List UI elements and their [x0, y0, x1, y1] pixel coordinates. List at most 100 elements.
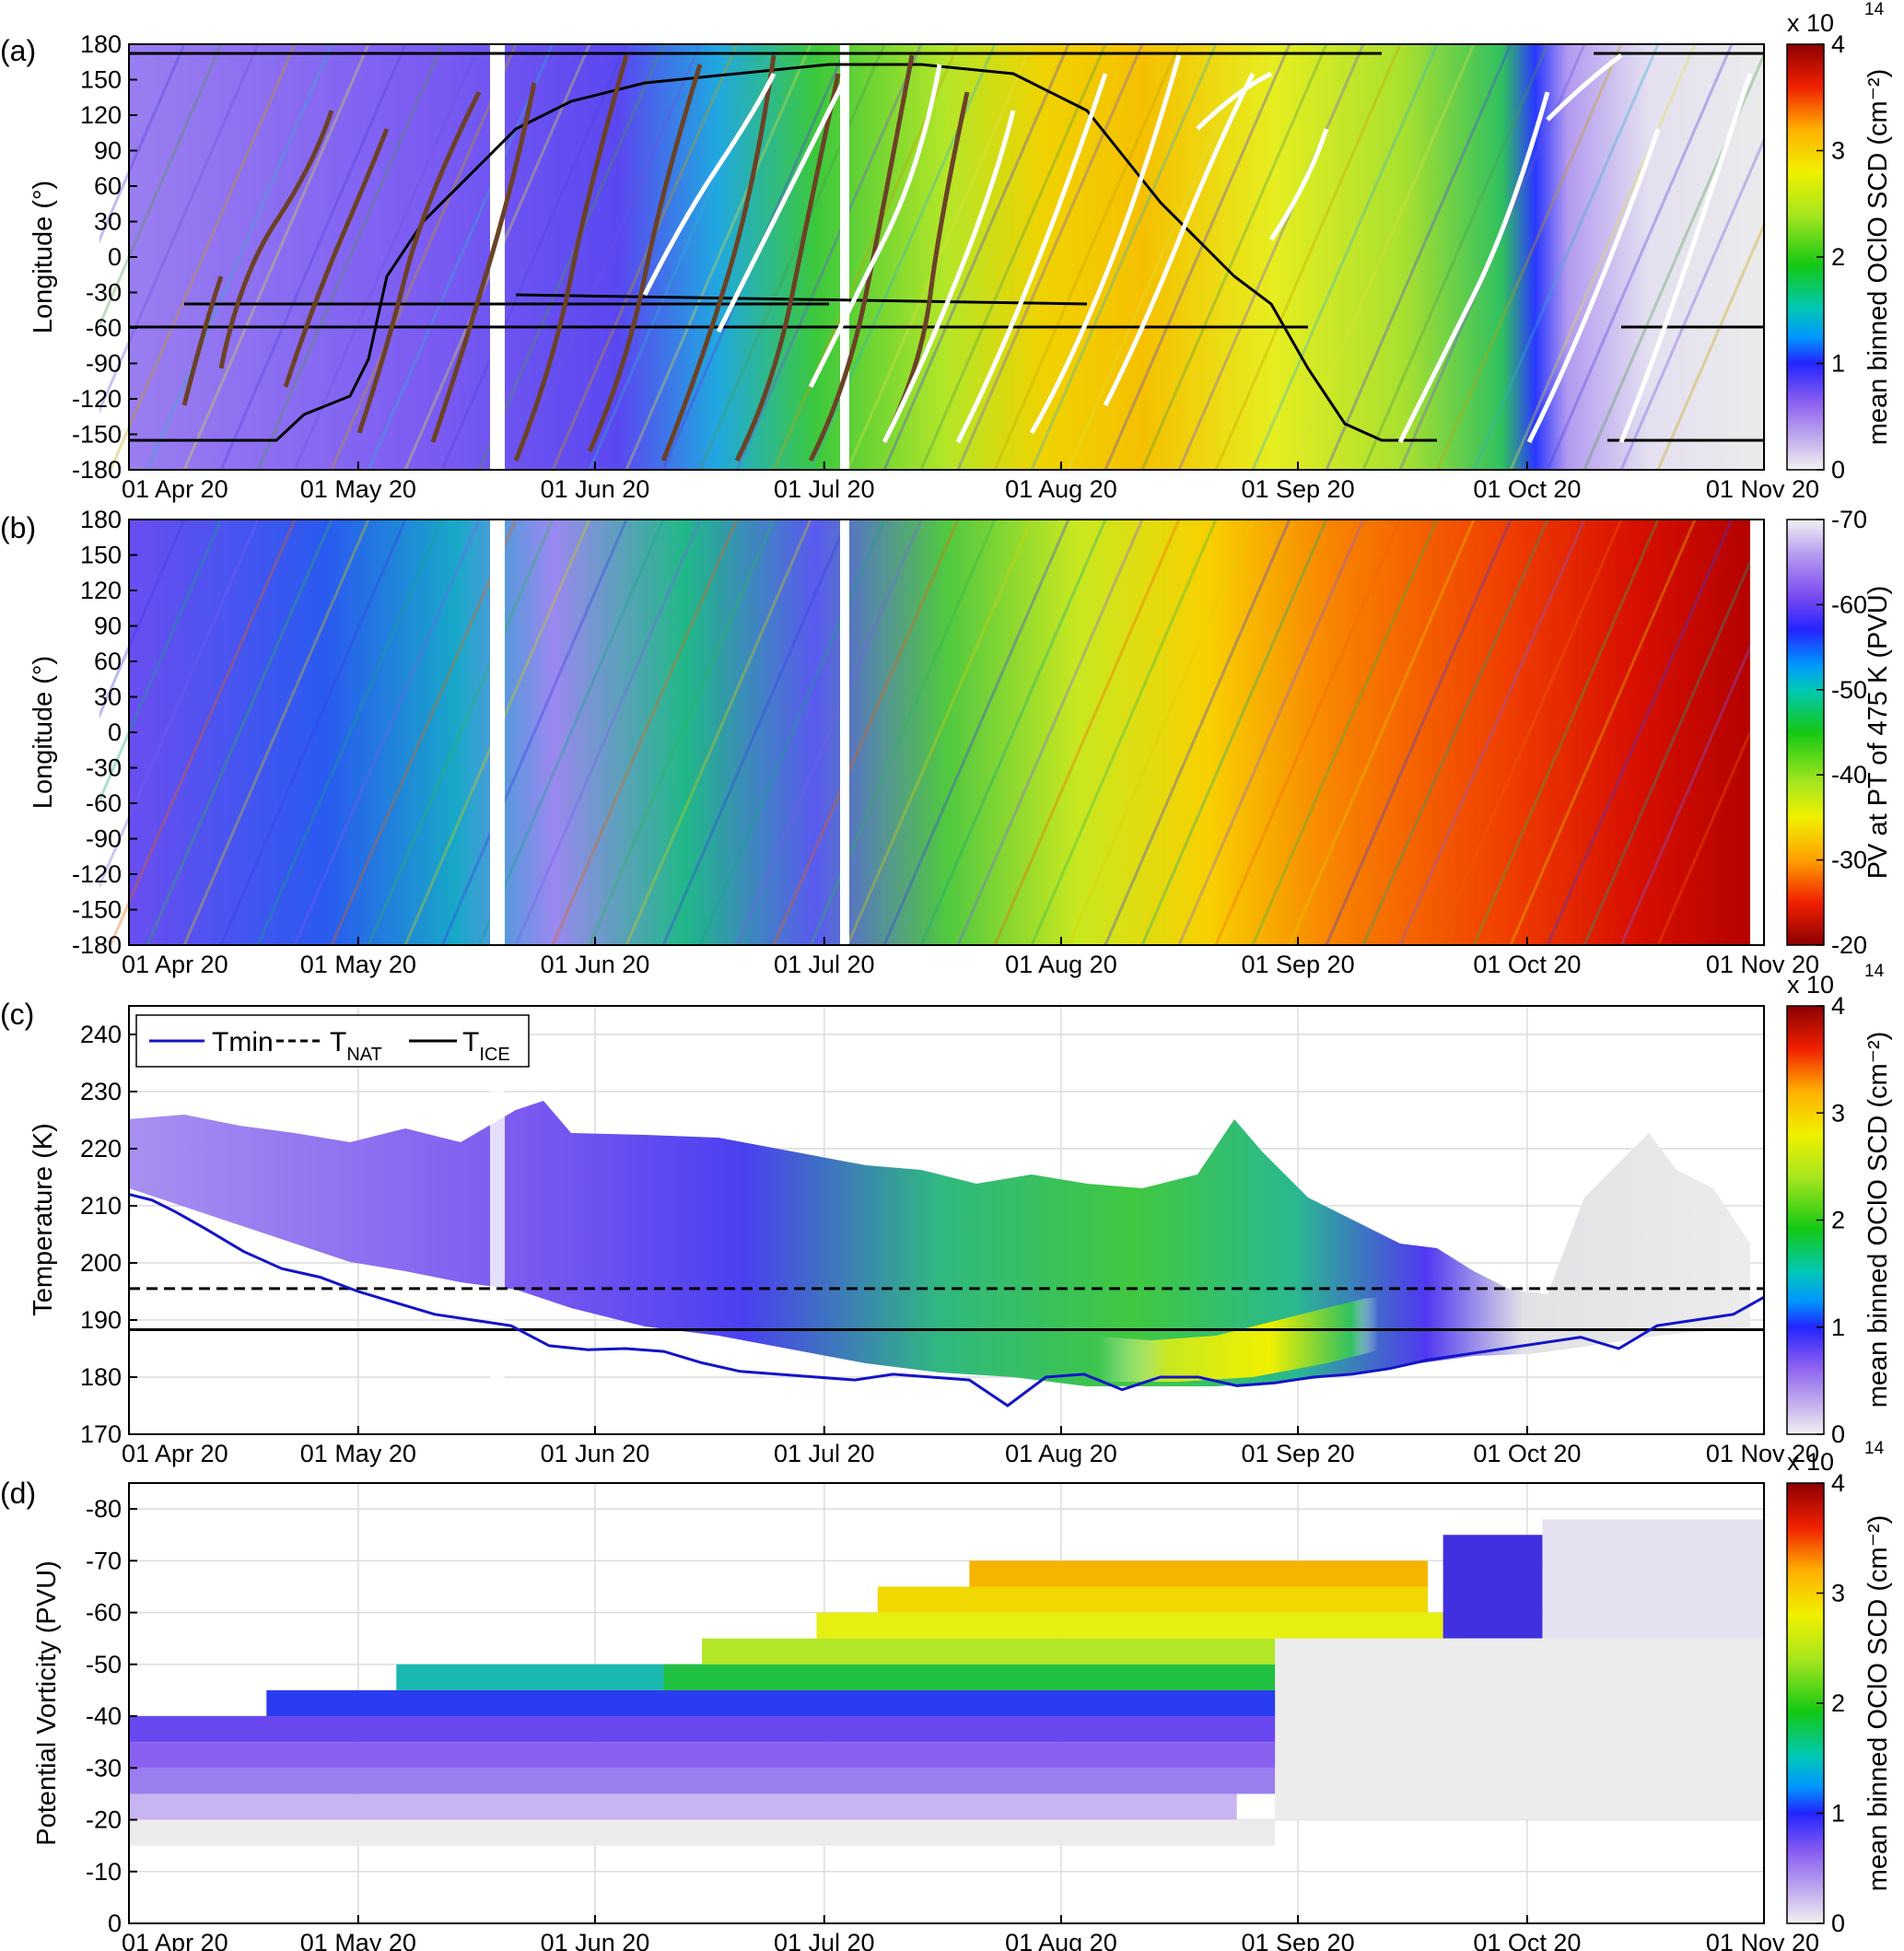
panel-b-ylabel: Longitude (°) — [29, 656, 58, 809]
panel-d-colorbar-exponent: 14 — [1864, 1439, 1885, 1458]
y-tick-label: 180 — [80, 1363, 122, 1391]
diagonal-streak — [1104, 520, 1291, 945]
band-pv-65-70 — [969, 1560, 1429, 1587]
panel-c-colorbar-exponent: 14 — [1864, 962, 1885, 981]
y-tick-label: 30 — [94, 208, 122, 236]
x-tick-label: 01 May 20 — [300, 475, 416, 503]
diagonal-streak — [477, 44, 665, 470]
x-tick-label: 01 Nov 20 — [1706, 1929, 1819, 1951]
x-tick-label: 01 Apr 20 — [122, 475, 228, 503]
diagonal-streak — [1288, 44, 1476, 470]
panel-c-y-axis: 240 230 220 210 200 190 180 170 — [80, 1021, 137, 1448]
diagonal-streak — [1472, 44, 1660, 470]
panel-b-y-axis: 180 150 120 90 60 30 0 -30 -60 -90 -120 -150 -180 — [72, 506, 137, 959]
x-tick-label: 01 Aug 20 — [1005, 1440, 1117, 1467]
panel-a-y-axis: 180 150 120 90 60 30 0 -30 -60 -90 -120 -150 -180 — [72, 30, 137, 484]
y-tick-label: -180 — [72, 456, 122, 484]
panel-b-frame — [128, 519, 1765, 946]
diagonal-streak — [1104, 44, 1291, 470]
diagonal-streak — [1509, 520, 1697, 945]
band-pv-60-65 — [877, 1586, 1429, 1613]
y-tick-label: -90 — [86, 825, 122, 853]
y-tick-label: -150 — [72, 421, 122, 449]
diagonal-streak — [256, 44, 444, 470]
panel-label-a: (a) — [0, 34, 36, 67]
panel-c-lower-band — [792, 1290, 1474, 1382]
panel-d-colorbar-label: mean binned OClO SCD (cm⁻²) — [1863, 1515, 1893, 1892]
y-tick-label: -30 — [86, 754, 122, 782]
diagonal-streak — [1177, 520, 1365, 945]
diagonal-streak — [1067, 520, 1255, 945]
y-tick-label: -90 — [86, 350, 122, 378]
y-tick-label: 0 — [108, 243, 122, 271]
panel-label-b: (b) — [0, 511, 36, 544]
y-tick-label: 170 — [80, 1420, 122, 1448]
x-tick-label: 01 Sep 20 — [1241, 475, 1354, 503]
x-tick-label: 01 Sep 20 — [1241, 951, 1354, 978]
y-tick-label: -40 — [86, 1702, 122, 1730]
diagonal-streak — [551, 44, 739, 470]
diagonal-streak — [330, 44, 518, 470]
y-tick-label: -80 — [86, 1495, 122, 1523]
colorbar-tick-label: 1 — [1831, 1314, 1845, 1341]
diagonal-streak — [1030, 520, 1218, 945]
colorbar-tick-label: 1 — [1831, 1800, 1845, 1828]
diagonal-streak — [993, 520, 1181, 945]
panel-d-colorbar-ticks: 0 1 2 3 4 — [1816, 1469, 1845, 1937]
diagonal-streak — [1325, 520, 1513, 945]
diagonal-streak — [625, 520, 812, 945]
colorbar-tick-label: -70 — [1831, 506, 1867, 533]
legend-tice-label: TICE — [462, 1027, 510, 1065]
panel-b: 180 150 120 90 60 30 0 -30 -60 -90 -120 -150 -180 01… — [29, 506, 1893, 978]
diagonal-streak — [440, 520, 628, 945]
diagonal-streak — [367, 520, 555, 945]
colorbar-tick-label: 4 — [1831, 30, 1845, 58]
panel-b-colorbar-label: PV at PT of 475 K (PVU) — [1863, 586, 1893, 880]
band-pv-20-25 — [129, 1793, 1237, 1820]
y-tick-label: 180 — [80, 506, 122, 533]
panel-b-data-gap-2 — [840, 520, 849, 945]
diagonal-streak — [919, 520, 1107, 945]
diagonal-streak — [182, 520, 370, 945]
diagonal-streak — [625, 44, 812, 470]
y-tick-label: -70 — [86, 1547, 122, 1574]
y-tick-label: 180 — [80, 30, 122, 58]
panel-c-heatmap — [128, 1006, 1764, 1434]
y-tick-label: 0 — [108, 1910, 122, 1937]
x-tick-label: 01 May 20 — [300, 1929, 416, 1951]
y-tick-label: -30 — [86, 279, 122, 307]
diagonal-streak — [219, 44, 407, 470]
diagonal-streak — [588, 44, 776, 470]
x-tick-label: 01 Jun 20 — [541, 1929, 650, 1951]
colorbar-tick-label: 0 — [1831, 1420, 1845, 1448]
panel-a-colorbar-ticks: 0 1 2 3 4 — [1816, 30, 1845, 484]
panel-b-heatmap — [129, 520, 1764, 945]
panel-c-ylabel: Temperature (K) — [29, 1123, 58, 1316]
panel-a-colorbar-multiplier: x 10 — [1787, 9, 1834, 37]
x-tick-label: 01 Oct 20 — [1473, 1929, 1581, 1951]
band-pv-35-40 — [129, 1716, 1429, 1743]
diagonal-streak — [588, 520, 776, 945]
x-tick-label: 01 Apr 20 — [122, 951, 228, 978]
diagonal-streak — [1583, 526, 1764, 945]
panel-a-x-axis: 01 Apr 20 01 May 20 01 Jun 20 01 Jul 20 01 A… — [122, 461, 1819, 503]
panel-a-overlays — [99, 44, 1764, 470]
diagonal-streak — [514, 44, 702, 470]
y-tick-label: -60 — [86, 314, 122, 342]
colorbar-tick-label: 2 — [1831, 1207, 1845, 1234]
diagonal-streak — [1435, 44, 1623, 470]
x-tick-label: 01 Aug 20 — [1005, 475, 1117, 503]
panel-a-data-gap-2 — [840, 44, 849, 470]
x-tick-label: 01 Jul 20 — [774, 951, 875, 978]
y-tick-label: -120 — [72, 860, 122, 888]
colorbar-tick-label: 1 — [1831, 350, 1845, 378]
y-tick-label: -120 — [72, 385, 122, 413]
y-tick-label: 90 — [94, 613, 122, 640]
panel-b-overlays — [99, 520, 1764, 945]
panel-d-colorbar-multiplier: x 10 — [1787, 1448, 1834, 1476]
panel-d-frame — [128, 1482, 1765, 1924]
panel-d: -80 -70 -60 -50 -40 -30 -20 -10 0 01 Apr 20 01 Ma… — [32, 1439, 1893, 1951]
colorbar-tick-label: -20 — [1831, 931, 1867, 959]
diagonal-streak — [109, 520, 297, 945]
y-tick-label: 60 — [94, 648, 122, 675]
